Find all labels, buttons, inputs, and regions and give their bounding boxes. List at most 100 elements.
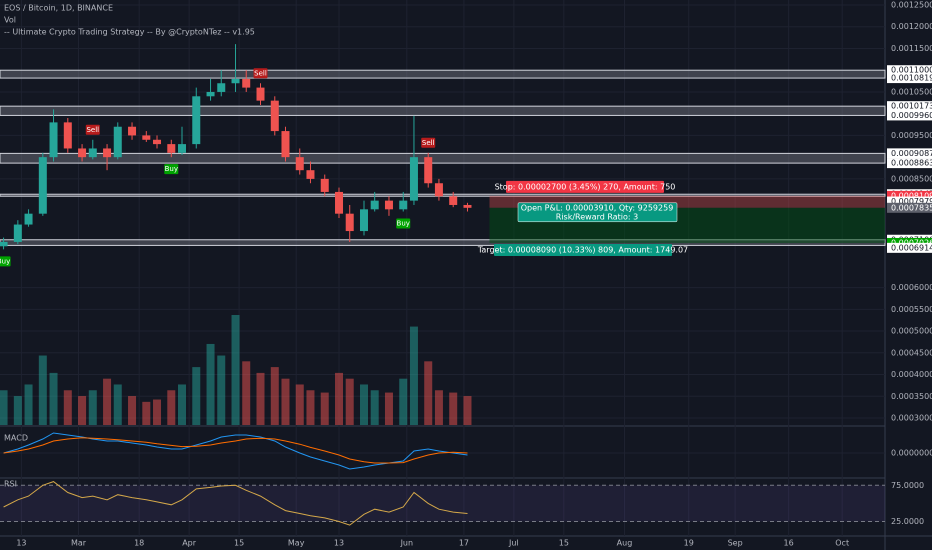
candle-body [24,213,33,225]
volume-bar [206,343,215,425]
volume-bar [49,372,58,425]
candle-body [0,241,8,247]
signal-label: Buy [0,257,10,265]
volume-bar [103,378,112,425]
candle-body [335,191,344,214]
signal-box [421,137,436,148]
macd-tick-label: 0.00000000 [891,449,932,458]
candle-body [231,78,240,84]
x-tick-label: 13 [16,539,26,548]
signal-box [396,218,411,229]
volume-bar [306,390,315,425]
x-tick-label: Mar [71,539,87,548]
level-label-box [887,73,932,84]
volume-bar [345,378,354,425]
level-label-box [887,110,932,121]
candle-body [281,131,290,158]
stop-label: Stop: 0.00002700 (3.45%) 270, Amount: 75… [495,182,676,191]
strategy-label: -- Ultimate Crypto Trading Strategy -- B… [4,28,255,37]
candle-body [167,144,176,153]
volume-bar [399,378,408,425]
volume-bar [0,390,8,425]
candle-body [217,83,226,92]
candle-body [192,96,201,145]
candle-body [128,126,137,136]
candle-body [270,100,279,132]
signal-label: Buy [397,220,410,228]
volume-bar [370,390,379,425]
ratio-label: Risk/Reward Ratio: 3 [556,212,638,221]
x-tick-label: 13 [334,539,344,548]
candle-body [63,122,72,149]
candle-body [256,87,265,101]
signal-box [0,256,11,267]
volume-bar [270,367,279,425]
volume-bar [384,392,393,425]
level-label-box [887,202,932,213]
stop-zone [489,195,885,208]
candle-body [306,170,315,179]
volume-bar [463,396,472,425]
volume-bar [409,326,418,425]
candle-body [88,148,97,158]
zone [0,105,886,116]
level-label-box [887,148,932,159]
rsi-band [0,485,885,522]
x-tick-label: Jun [400,539,414,548]
x-tick-label: May [288,539,305,548]
candle-body [384,200,393,210]
candle-body [370,200,379,210]
x-tick-label: 18 [134,539,144,548]
rsi-tick-label: 25.0000 [891,517,924,526]
x-tick-label: Jul [508,539,519,548]
candle-body [242,78,251,88]
volume-bar [231,315,240,425]
volume-bar [281,378,290,425]
volume-bar [434,390,443,425]
chart-title: EOS / Bitcoin, 1D, BINANCE [4,4,113,13]
volume-bar [320,392,329,425]
candle-body [424,157,433,184]
candle-body [320,178,329,192]
candle-body [78,148,87,158]
volume-bar [192,367,201,425]
y-tick-label: 0.00030000 [891,414,932,423]
volume-bar [167,390,176,425]
volume-bar [217,355,226,425]
rsi-label: RSI [4,480,17,489]
pnl-label: Open P&L: 0.00003910, Qty: 9259259 [521,203,674,212]
x-tick-label: 16 [784,539,794,548]
volume-bar [449,392,458,425]
x-tick-label: 15 [559,539,569,548]
zone [0,69,886,79]
candle-body [409,157,418,201]
volume-bar [38,355,47,425]
volume-label: Vol [4,16,16,25]
signal-box [85,124,100,135]
candle-body [449,196,458,205]
volume-bar [335,372,344,425]
candle-body [463,204,472,208]
candle-body [295,157,304,171]
